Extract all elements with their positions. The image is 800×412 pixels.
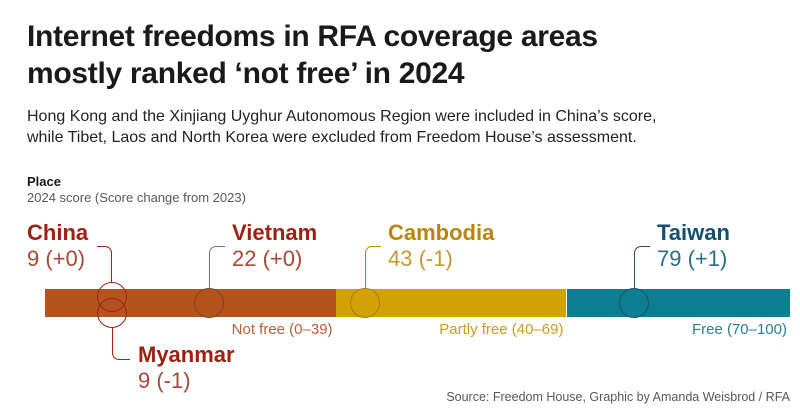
title-line-2: mostly ranked ‘not free’ in 2024 [27,57,465,90]
connector-cambodia [365,246,382,288]
country-label-taiwan: Taiwan [657,220,730,245]
segment-label-partly-free: Partly free (40–69) [439,321,564,338]
marker-circle-cambodia [350,288,381,318]
legend-score-label: 2024 score (Score change from 2023) [27,190,246,205]
country-score-cambodia: 43 (-1) [388,246,453,271]
country-label-myanmar: Myanmar [138,342,235,367]
country-label-china: China [27,220,89,245]
subtitle-line-2: while Tibet, Laos and North Korea were e… [27,129,637,146]
connector-vietnam [208,246,225,288]
connector-china [97,246,113,282]
callout-myanmar: Myanmar 9 (-1) [138,342,235,394]
callout-cambodia: Cambodia 43 (-1) [388,220,494,272]
connector-myanmar [112,328,131,360]
country-label-cambodia: Cambodia [388,220,495,245]
callout-taiwan: Taiwan 79 (+1) [657,220,730,272]
marker-circle-taiwan [618,288,649,318]
marker-circle-myanmar [97,298,128,328]
title-line-1: Internet freedoms in RFA coverage areas [27,20,598,53]
connector-taiwan [633,246,650,288]
subtitle: Hong Kong and the Xinjiang Uyghur Autono… [27,106,656,148]
country-score-vietnam: 22 (+0) [232,246,303,271]
marker-circle-vietnam [193,288,224,318]
legend-place-label: Place [27,174,61,189]
bar-segment-not-free [45,289,336,317]
country-score-china: 9 (+0) [27,246,86,271]
callout-china: China 9 (+0) [27,220,88,272]
country-score-taiwan: 79 (+1) [657,246,728,271]
segment-label-free: Free (70–100) [691,321,787,338]
country-label-vietnam: Vietnam [232,220,318,245]
page-title: Internet freedoms in RFA coverage areas … [27,18,598,92]
callout-vietnam: Vietnam 22 (+0) [232,220,317,272]
legend: Place 2024 score (Score change from 2023… [27,174,246,206]
bar-segment-free [566,289,790,317]
country-score-myanmar: 9 (-1) [138,368,191,393]
subtitle-line-1: Hong Kong and the Xinjiang Uyghur Autono… [27,108,657,125]
source-credit: Source: Freedom House, Graphic by Amanda… [446,390,790,404]
segment-label-not-free: Not free (0–39) [231,321,333,338]
